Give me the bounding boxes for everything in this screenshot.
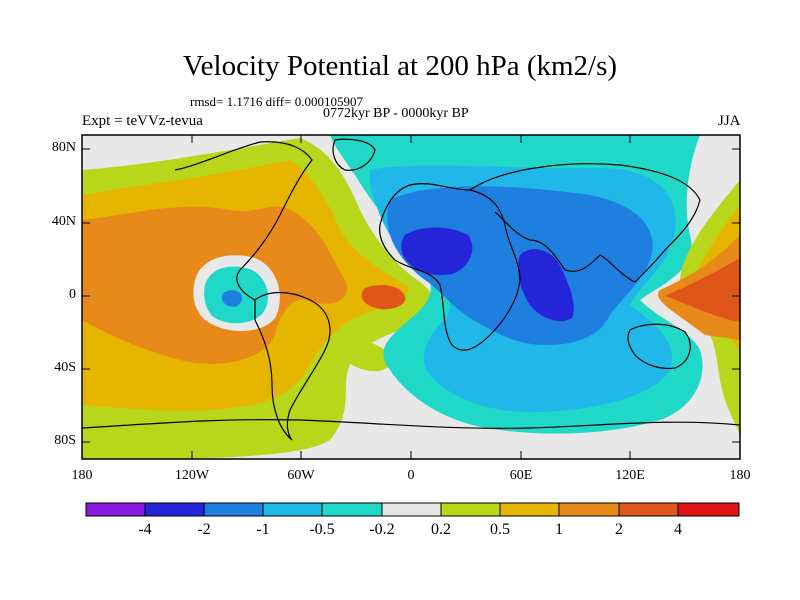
colorbar: [85, 502, 740, 517]
contour-positive-4: [361, 284, 406, 310]
colorbar-bin-4: [321, 502, 383, 517]
season-label: JJA: [718, 113, 741, 129]
contour-field: [82, 135, 740, 459]
x-label-180w: 180: [71, 468, 93, 483]
antarctica-coast: [82, 419, 740, 429]
colorbar-label-4: -0.2: [369, 521, 395, 538]
x-label-120w: 120W: [174, 468, 210, 483]
south-america-coast: [254, 291, 331, 441]
colorbar-bin-1: [144, 502, 205, 517]
colorbar-label-7: 1: [555, 521, 563, 538]
stats-label: rmsd= 1.1716 diff= 0.000105907: [190, 94, 363, 109]
colorbar-bin-9: [618, 502, 679, 517]
colorbar-bin-6: [440, 502, 501, 517]
colorbar-bin-7: [499, 502, 560, 517]
colorbar-bin-8: [558, 502, 620, 517]
map-title: Velocity Potential at 200 hPa (km2/s): [182, 50, 618, 82]
coastlines: [82, 138, 740, 441]
colorbar-label-0: -4: [138, 521, 152, 538]
colorbar-label-9: 4: [674, 521, 682, 538]
colorbar-label-6: 0.5: [490, 521, 510, 538]
colorbar-label-8: 2: [615, 521, 623, 538]
x-ticks: [81, 135, 631, 459]
y-ticks: [82, 148, 740, 443]
colorbar-label-3: -0.5: [309, 521, 335, 538]
colorbar-label-5: 0.2: [431, 521, 451, 538]
contour-negative-1-eastpac: [221, 290, 243, 307]
colorbar-bin-0: [85, 502, 146, 517]
europe-africa-coast: [379, 183, 521, 351]
north-america-coast: [174, 141, 313, 301]
colorbar-bin-10: [677, 502, 740, 517]
colorbar-bin-2: [203, 502, 264, 517]
contour-negative-2-indian: [518, 249, 574, 322]
x-label-0: 0: [407, 468, 415, 483]
x-label-180e: 180: [729, 468, 751, 483]
contour-positive-05-south: [345, 339, 391, 372]
asia-coast: [469, 163, 701, 283]
colorbar-bin-5: [381, 502, 442, 517]
x-label-60w: 60W: [287, 468, 315, 483]
period-label: 0772kyr BP - 0000kyr BP: [323, 106, 469, 121]
colorbar-bin-3: [262, 502, 323, 517]
y-label-80n: 80N: [51, 140, 76, 155]
x-label-60e: 60E: [509, 468, 533, 483]
colorbar-label-2: -1: [256, 521, 270, 538]
y-label-40n: 40N: [51, 214, 76, 229]
greenland-coast: [332, 138, 376, 171]
y-label-equator: 0: [69, 287, 76, 302]
colorbar-label-1: -2: [197, 521, 211, 538]
y-label-80s: 80S: [54, 433, 76, 448]
experiment-label: Expt = teVVz-tevua: [82, 113, 203, 129]
contour-positive-4-wpac: [665, 258, 740, 322]
y-label-40s: 40S: [54, 360, 76, 375]
x-label-120e: 120E: [615, 468, 645, 483]
contour-negative-2-africa: [401, 227, 473, 276]
australia-coast: [627, 323, 691, 370]
